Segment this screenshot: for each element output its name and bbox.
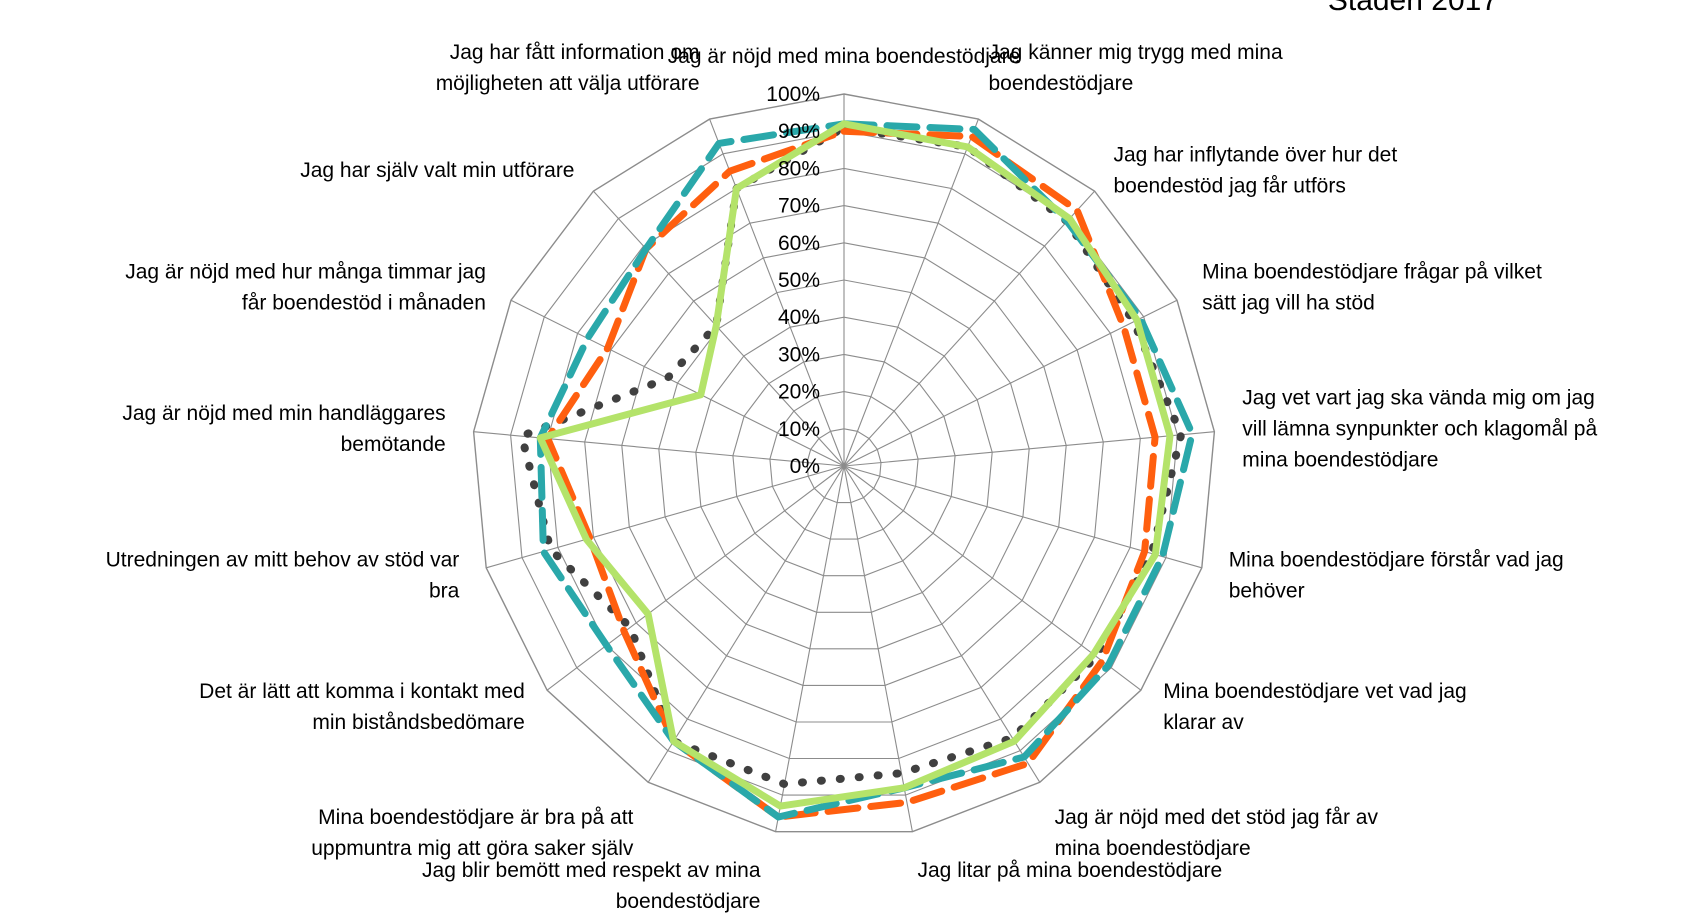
category-label-line: bra xyxy=(429,580,460,603)
category-label-line: boendestödjare xyxy=(616,890,761,913)
category-label-5: Jag vet vart jag ska vända mig om jag vil… xyxy=(1242,387,1597,472)
grid-spoke-12 xyxy=(546,465,845,691)
grid-spoke-8 xyxy=(843,465,1041,783)
category-label-11: Mina boendestödjare är bra på att uppmunt… xyxy=(311,806,634,860)
tick-label-20: 20% xyxy=(778,381,820,404)
category-label-line: klarar av xyxy=(1163,711,1244,734)
category-label-line: Jag är nöjd med mina boendestödjare xyxy=(668,45,1021,68)
grid-spoke-5 xyxy=(843,431,1215,467)
category-label-10: Jag blir bemött med respekt av mina boend… xyxy=(422,859,761,913)
grid-ring-30 xyxy=(732,353,956,577)
grid-ring-100 xyxy=(472,93,1216,833)
category-label-15: Jag är nöjd med hur många timmar jag får … xyxy=(125,261,486,315)
category-label-line: vill lämna synpunkter och klagomål på xyxy=(1242,418,1597,441)
grid-spoke-17 xyxy=(709,118,845,467)
tick-label-100: 100% xyxy=(766,83,820,106)
category-label-line: Jag är nöjd med min handläggares xyxy=(122,402,445,425)
series-line-4 xyxy=(536,120,1174,810)
category-label-line: sätt jag vill ha stöd xyxy=(1202,292,1375,315)
category-label-line: boendestöd jag får utförs xyxy=(1114,174,1346,197)
category-label-line: Jag vet vart jag ska vända mig om jag xyxy=(1242,387,1595,410)
category-label-line: Jag känner mig trygg med mina xyxy=(989,41,1283,64)
category-label-6: Mina boendestödjare förstår vad jag behöv… xyxy=(1229,549,1564,603)
grid-ring-10 xyxy=(806,428,882,504)
category-label-line: uppmuntra mig att göra saker själv xyxy=(311,837,634,860)
category-label-2: Jag känner mig trygg med mina boendestödj… xyxy=(989,41,1283,95)
corner-title: Staden 2017 xyxy=(1327,0,1498,17)
category-label-13: Utredningen av mitt behov av stöd var bra xyxy=(106,549,460,603)
grid-spoke-9 xyxy=(843,465,913,832)
category-label-9: Jag litar på mina boendestödjare xyxy=(918,859,1223,882)
category-label-12: Det är lätt att komma i kontakt med min b… xyxy=(199,680,525,734)
radial-tick-labels: 0% 10% 20% 30% 40% 50% 60% 70% 80% 90% 100% xyxy=(766,83,820,478)
category-label-14: Jag är nöjd med min handläggares bemötand… xyxy=(122,402,445,456)
grid-spoke-15 xyxy=(510,299,845,467)
tick-label-10: 10% xyxy=(778,418,820,441)
grid-ring-70 xyxy=(584,205,1104,723)
category-label-3: Jag har inflytande över hur det boendestö… xyxy=(1114,143,1398,197)
category-label-line: Mina boendestödjare vet vad jag xyxy=(1163,680,1467,703)
tick-label-0: 0% xyxy=(790,455,820,478)
category-label-line: mina boendestödjare xyxy=(1055,837,1251,860)
category-label-1: Jag är nöjd med mina boendestödjare xyxy=(668,45,1021,68)
series-line-2 xyxy=(544,127,1159,821)
category-label-line: Det är lätt att komma i kontakt med xyxy=(199,680,525,703)
category-label-4: Mina boendestödjare frågar på vilket sätt… xyxy=(1202,261,1542,315)
tick-label-40: 40% xyxy=(778,306,820,329)
category-label-line: behöver xyxy=(1229,580,1305,603)
tick-label-60: 60% xyxy=(778,232,820,255)
category-label-line: Jag har inflytande över hur det xyxy=(1114,143,1398,166)
grid-spoke-4 xyxy=(843,299,1178,467)
category-label-line: Mina boendestödjare frågar på vilket xyxy=(1202,261,1542,284)
category-label-line: Jag har själv valt min utförare xyxy=(300,159,574,182)
category-label-line: min biståndsbedömare xyxy=(312,711,524,734)
tick-label-80: 80% xyxy=(778,157,820,180)
category-label-line: möjligheten att välja utförare xyxy=(436,72,700,95)
series-line-3 xyxy=(536,120,1196,821)
grid-spoke-10 xyxy=(775,465,845,832)
category-label-line: Jag litar på mina boendestödjare xyxy=(918,859,1223,882)
series-line-1 xyxy=(517,123,1186,789)
tick-label-90: 90% xyxy=(778,120,820,143)
tick-label-50: 50% xyxy=(778,269,820,292)
grid-ring-50 xyxy=(658,279,1030,650)
category-label-line: Jag är nöjd med det stöd jag får av xyxy=(1055,806,1379,829)
tick-label-70: 70% xyxy=(778,195,820,218)
grid-spoke-3 xyxy=(843,190,1096,467)
grid-ring-80 xyxy=(547,167,1141,760)
grid-spoke-7 xyxy=(843,465,1142,691)
category-label-line: Jag har fått information om xyxy=(450,41,700,64)
category-label-line: Mina boendestödjare förstår vad jag xyxy=(1229,549,1564,572)
category-label-16: Jag har själv valt min utförare xyxy=(300,159,574,182)
category-label-line: får boendestöd i månaden xyxy=(242,292,486,315)
category-label-line: bemötande xyxy=(341,433,446,456)
category-label-line: Jag är nöjd med hur många timmar jag xyxy=(125,261,486,284)
category-label-line: Mina boendestödjare är bra på att xyxy=(318,806,633,829)
tick-label-30: 30% xyxy=(778,343,820,366)
category-label-8: Jag är nöjd med det stöd jag får av mina … xyxy=(1055,806,1379,860)
category-label-line: Jag blir bemött med respekt av mina xyxy=(422,859,761,882)
category-label-line: boendestödjare xyxy=(989,72,1134,95)
grid-spoke-14 xyxy=(473,431,845,467)
radar-series xyxy=(517,120,1196,821)
category-label-7: Mina boendestödjare vet vad jag klarar av xyxy=(1163,680,1467,734)
grid-ring-60 xyxy=(621,242,1067,686)
grid-ring-40 xyxy=(695,316,993,613)
grid-spoke-2 xyxy=(843,118,979,467)
grid-spoke-11 xyxy=(647,465,845,783)
grid-ring-20 xyxy=(769,391,919,540)
radar-grid xyxy=(472,93,1216,833)
category-label-17: Jag har fått information om möjligheten a… xyxy=(436,41,700,95)
category-label-line: mina boendestödjare xyxy=(1242,449,1438,472)
category-label-line: Utredningen av mitt behov av stöd var xyxy=(106,549,460,572)
